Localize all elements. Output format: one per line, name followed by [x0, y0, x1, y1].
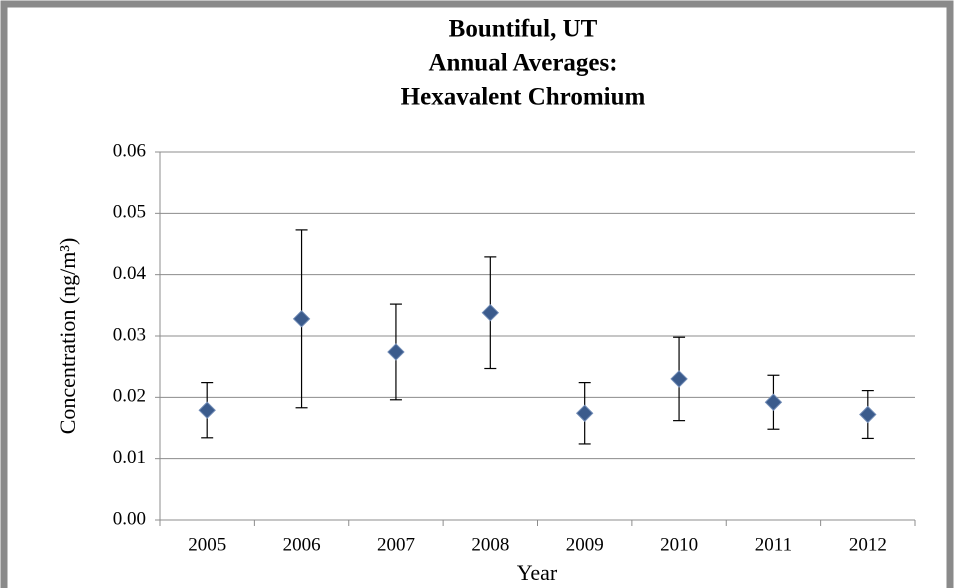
y-tick-label: 0.05: [113, 202, 146, 223]
x-tick-label: 2011: [755, 534, 792, 555]
data-point: [764, 393, 783, 411]
y-tick-label: 0.03: [113, 324, 146, 345]
data-point: [387, 343, 405, 361]
y-tick-label: 0.02: [113, 386, 146, 407]
data-point: [198, 401, 216, 419]
data-point: [292, 310, 311, 328]
chart-title: Bountiful, UT: [449, 16, 598, 43]
y-tick-label: 0.04: [113, 263, 147, 284]
data-point: [481, 303, 500, 322]
y-axis-label: Concentration (ng/m³): [55, 238, 80, 435]
x-tick-label: 2009: [566, 534, 604, 555]
data-point: [575, 404, 594, 422]
data-point: [670, 370, 688, 388]
x-axis-label: Year: [517, 560, 558, 585]
x-tick-label: 2012: [849, 534, 887, 555]
x-tick-label: 2005: [188, 534, 226, 555]
y-tick-label: 0.06: [113, 140, 146, 161]
x-tick-label: 2008: [471, 534, 509, 555]
chart-title: Hexavalent Chromium: [401, 84, 646, 111]
x-tick-label: 2006: [283, 534, 321, 555]
x-tick-label: 2007: [377, 534, 415, 555]
y-tick-label: 0.00: [113, 508, 146, 529]
y-tick-label: 0.01: [113, 447, 146, 468]
data-point: [859, 405, 877, 424]
chart-title: Annual Averages:: [428, 50, 617, 77]
x-tick-label: 2010: [660, 534, 698, 555]
